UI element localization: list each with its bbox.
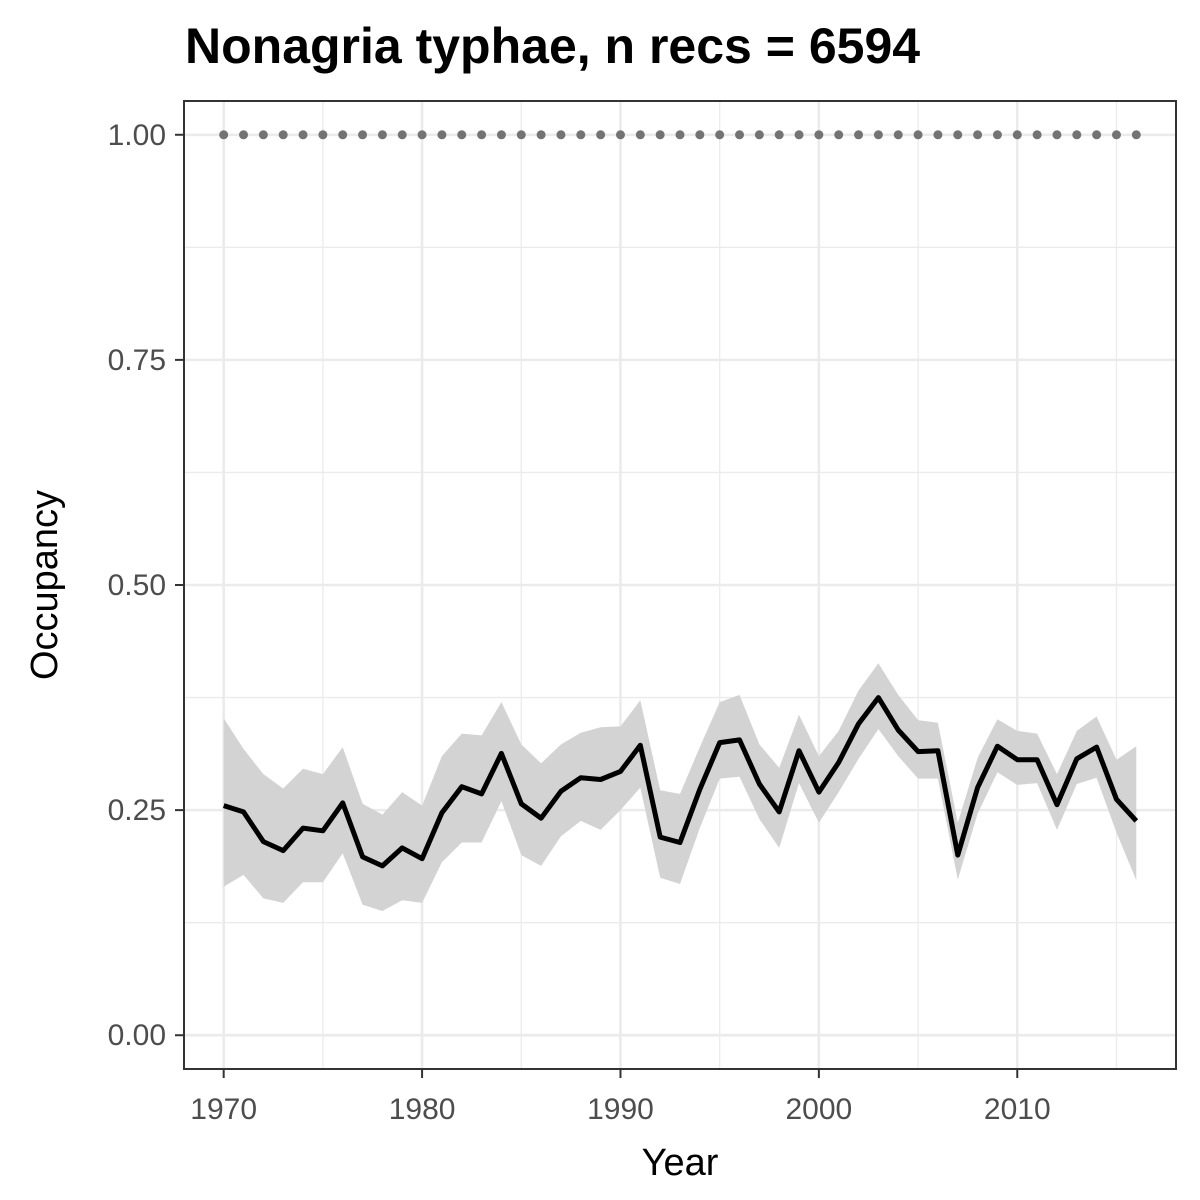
x-tick-label: 1970 xyxy=(190,1093,257,1126)
upper-bound-point xyxy=(1131,130,1141,140)
upper-bound-point xyxy=(258,130,268,140)
upper-bound-point xyxy=(377,130,387,140)
x-tick-label: 2010 xyxy=(984,1093,1051,1126)
upper-bound-point xyxy=(1012,130,1022,140)
x-tick-label: 1990 xyxy=(587,1093,654,1126)
upper-bound-dots-layer xyxy=(219,130,1141,140)
upper-bound-point xyxy=(1032,130,1042,140)
upper-bound-point xyxy=(318,130,328,140)
chart-title: Nonagria typhae, n recs = 6594 xyxy=(185,18,920,74)
upper-bound-point xyxy=(278,130,288,140)
upper-bound-point xyxy=(913,130,923,140)
upper-bound-point xyxy=(298,130,308,140)
upper-bound-point xyxy=(973,130,983,140)
upper-bound-point xyxy=(437,130,447,140)
y-tick-label: 0.50 xyxy=(108,569,166,602)
upper-bound-point xyxy=(854,130,864,140)
y-axis-title: Occupancy xyxy=(24,490,66,680)
upper-bound-point xyxy=(397,130,407,140)
upper-bound-point xyxy=(873,130,883,140)
upper-bound-point xyxy=(992,130,1002,140)
y-tick-label: 0.00 xyxy=(108,1019,166,1052)
upper-bound-point xyxy=(536,130,546,140)
upper-bound-point xyxy=(496,130,506,140)
upper-bound-point xyxy=(735,130,745,140)
upper-bound-point xyxy=(477,130,487,140)
upper-bound-point xyxy=(675,130,685,140)
upper-bound-point xyxy=(933,130,943,140)
y-tick-label: 1.00 xyxy=(108,119,166,152)
upper-bound-point xyxy=(774,130,784,140)
upper-bound-point xyxy=(457,130,467,140)
upper-bound-point xyxy=(635,130,645,140)
x-tick-label: 2000 xyxy=(786,1093,853,1126)
y-tick-label: 0.75 xyxy=(108,344,166,377)
upper-bound-point xyxy=(893,130,903,140)
x-tick-label: 1980 xyxy=(389,1093,456,1126)
upper-bound-point xyxy=(834,130,844,140)
upper-bound-point xyxy=(715,130,725,140)
upper-bound-point xyxy=(1072,130,1082,140)
upper-bound-point xyxy=(1052,130,1062,140)
upper-bound-point xyxy=(655,130,665,140)
upper-bound-point xyxy=(239,130,249,140)
upper-bound-point xyxy=(615,130,625,140)
upper-bound-point xyxy=(695,130,705,140)
upper-bound-point xyxy=(814,130,824,140)
confidence-ribbon xyxy=(223,663,1137,911)
upper-bound-point xyxy=(516,130,526,140)
grid-major xyxy=(184,101,1176,1069)
upper-bound-point xyxy=(358,130,368,140)
upper-bound-point xyxy=(338,130,348,140)
confidence-ribbon-layer xyxy=(223,663,1137,911)
occupancy-line-layer xyxy=(222,695,1139,869)
upper-bound-point xyxy=(417,130,427,140)
upper-bound-point xyxy=(794,130,804,140)
upper-bound-point xyxy=(219,130,229,140)
y-tick-label: 0.25 xyxy=(108,794,166,827)
upper-bound-point xyxy=(953,130,963,140)
y-axis-ticks: 0.00 0.25 0.50 0.75 1.00 xyxy=(108,119,184,1052)
x-axis-title: Year xyxy=(642,1142,719,1184)
upper-bound-point xyxy=(1092,130,1102,140)
upper-bound-point xyxy=(556,130,566,140)
upper-bound-point xyxy=(754,130,764,140)
upper-bound-point xyxy=(576,130,586,140)
upper-bound-point xyxy=(1111,130,1121,140)
occupancy-line xyxy=(222,695,1139,869)
x-axis-ticks: 1970 1980 1990 2000 2010 xyxy=(190,1069,1051,1126)
upper-bound-point xyxy=(596,130,606,140)
